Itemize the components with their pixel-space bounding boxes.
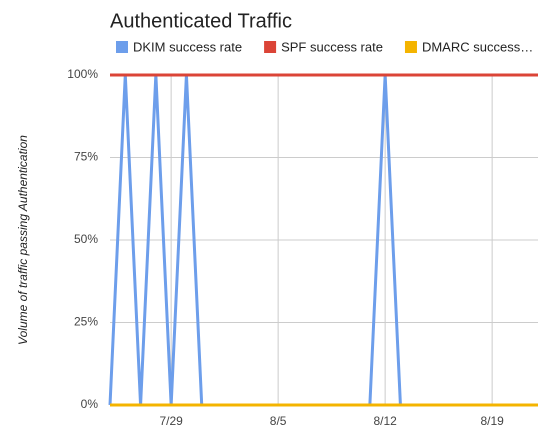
legend-label: DKIM success rate (133, 39, 242, 54)
y-axis-title: Volume of traffic passing Authentication (16, 135, 30, 345)
legend-swatch (264, 41, 277, 53)
legend-swatch (404, 41, 417, 53)
legend-label: DMARC success… (422, 39, 533, 54)
x-tick-label: 7/29 (159, 414, 183, 428)
x-tick-label: 8/19 (480, 414, 504, 428)
x-tick-label: 8/5 (270, 414, 287, 428)
legend-swatch (116, 41, 128, 53)
y-tick-label: 100% (67, 67, 98, 81)
chart-title: Authenticated Traffic (110, 10, 292, 32)
y-tick-label: 50% (74, 232, 98, 246)
y-tick-label: 0% (81, 397, 99, 411)
y-tick-label: 75% (74, 150, 98, 164)
y-tick-label: 25% (74, 315, 98, 329)
x-tick-label: 8/12 (373, 414, 397, 428)
legend-label: SPF success rate (281, 39, 383, 54)
